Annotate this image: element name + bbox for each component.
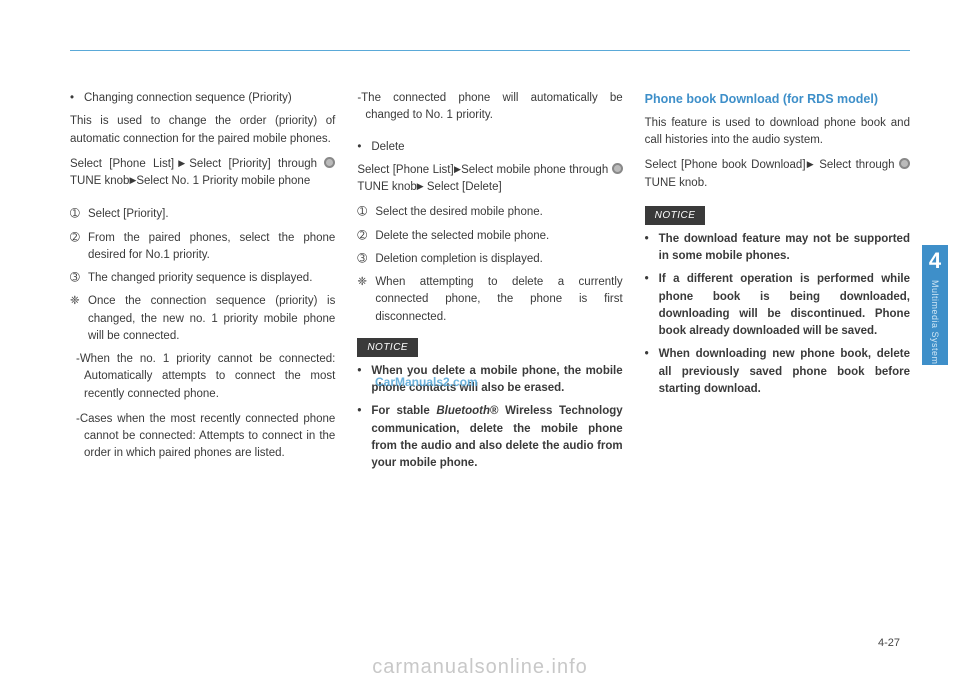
- manual-page: 4 Multimedia System • Changing connectio…: [0, 0, 960, 689]
- para: This feature is used to download phone b…: [645, 115, 910, 150]
- triangle-icon: ▶: [454, 164, 461, 174]
- notice-list: • The download feature may not be suppor…: [645, 231, 910, 398]
- page-number: 4-27: [878, 637, 900, 649]
- tune-knob-icon: [612, 163, 623, 174]
- bullet-priority: • Changing connection sequence (Priority…: [70, 90, 335, 107]
- circled-3: ➂: [357, 251, 375, 268]
- step-1: ➀ Select [Priority].: [70, 206, 335, 223]
- column-2: -The connected phone will automatically …: [357, 90, 622, 478]
- circled-1: ➀: [357, 204, 375, 221]
- bullet-text: Changing connection sequence (Priority): [84, 90, 335, 107]
- triangle-icon: ▶: [806, 159, 815, 169]
- footer-watermark: carmanualsonline.info: [372, 656, 588, 679]
- step-2: ➁ From the paired phones, select the pho…: [70, 230, 335, 265]
- top-carryover: -The connected phone will automatically …: [357, 90, 622, 125]
- tune-knob-icon: [324, 157, 335, 168]
- tune-knob-icon: [899, 158, 910, 169]
- sub-note-1: -When the no. 1 priority cannot be conne…: [70, 351, 335, 403]
- step-3: ➂ The changed priority sequence is displ…: [70, 270, 335, 287]
- chapter-label: Multimedia System: [930, 280, 940, 365]
- notice-item-3: • When downloading new phone book, delet…: [645, 346, 910, 398]
- para-select: Select [Phone List]▶Select [Priority] th…: [70, 156, 335, 191]
- chapter-number: 4: [922, 248, 948, 274]
- triangle-icon: ▶: [417, 181, 424, 191]
- para: This is used to change the order (priori…: [70, 113, 335, 148]
- column-3: Phone book Download (for RDS model) This…: [645, 90, 910, 478]
- step-3: ➂ Deletion completion is displayed.: [357, 251, 622, 268]
- notice-badge: NOTICE: [645, 206, 706, 225]
- para-select: Select [Phone book Download]▶ Select thr…: [645, 157, 910, 192]
- column-1: • Changing connection sequence (Priority…: [70, 90, 335, 478]
- circled-2: ➁: [357, 228, 375, 245]
- note-star: ❈ Once the connection sequence (priority…: [70, 293, 335, 345]
- circled-2: ➁: [70, 230, 88, 265]
- triangle-icon: ▶: [174, 158, 189, 168]
- chapter-tab: 4 Multimedia System: [922, 245, 948, 365]
- notice-item-1: • The download feature may not be suppor…: [645, 231, 910, 266]
- bullet-delete: • Delete: [357, 139, 622, 156]
- star-mark: ❈: [70, 293, 88, 345]
- notice-item-1: • When you delete a mobile phone, the mo…: [357, 363, 622, 398]
- section-heading: Phone book Download (for RDS model): [645, 90, 910, 109]
- notice-list: • When you delete a mobile phone, the mo…: [357, 363, 622, 473]
- top-rule: [70, 50, 910, 51]
- content-columns: • Changing connection sequence (Priority…: [70, 90, 910, 478]
- note-star: ❈ When attempting to delete a currently …: [357, 274, 622, 326]
- circled-3: ➂: [70, 270, 88, 287]
- notice-badge: NOTICE: [357, 338, 418, 357]
- star-mark: ❈: [357, 274, 375, 326]
- notice-item-2: • For stable Bluetooth® Wireless Technol…: [357, 403, 622, 472]
- step-1: ➀ Select the desired mobile phone.: [357, 204, 622, 221]
- para-delete-select: Select [Phone List]▶Select mobile phone …: [357, 162, 622, 197]
- circled-1: ➀: [70, 206, 88, 223]
- sub-note-2: -Cases when the most recently connected …: [70, 411, 335, 463]
- step-2: ➁ Delete the selected mobile phone.: [357, 228, 622, 245]
- bullet-mark: •: [357, 139, 371, 156]
- bullet-mark: •: [70, 90, 84, 107]
- notice-item-2: • If a different operation is performed …: [645, 271, 910, 340]
